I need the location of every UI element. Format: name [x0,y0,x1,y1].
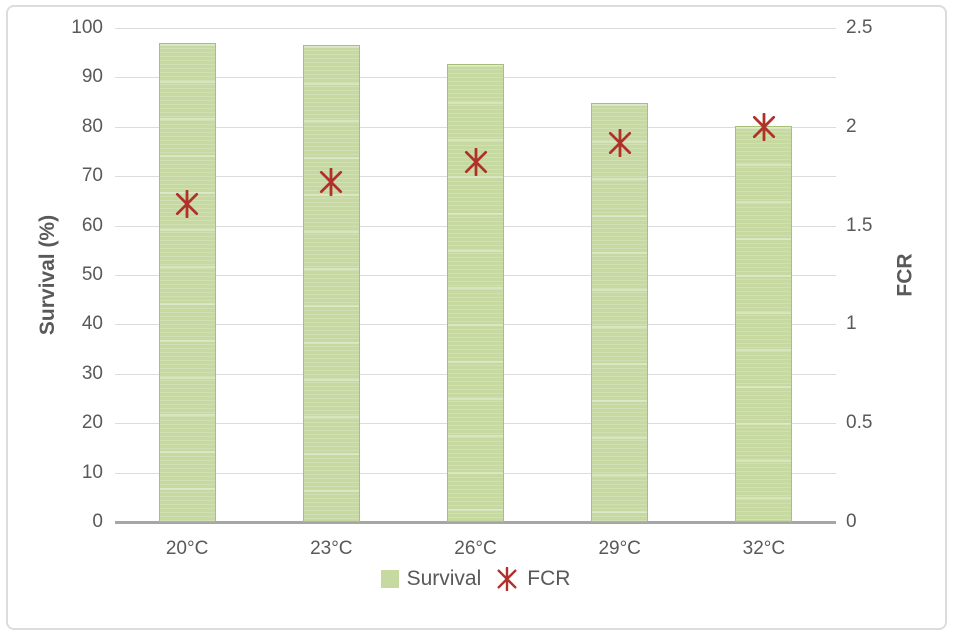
left-axis-tick-label: 40 [81,313,103,335]
survival-bar [735,125,793,522]
left-axis-tick-label: 60 [81,214,103,236]
legend-label-survival: Survival [406,567,482,590]
left-axis-tick-label: 90 [81,66,103,88]
legend-item-fcr: FCR [495,567,570,591]
gridline [115,28,836,29]
left-axis-tick-label: 50 [81,264,103,285]
asterisk-marker-icon [495,567,519,591]
survival-swatch-icon [380,570,399,588]
right-axis-tick-label: 0.5 [846,412,873,434]
fcr-marker [606,128,634,157]
x-axis-tick-label: 26°C [454,538,497,559]
right-axis-tick-label: 1.5 [846,214,873,236]
left-axis-tick-label: 80 [81,115,103,137]
survival-bar [447,64,504,522]
right-axis-title: FCR [884,28,928,522]
right-axis-tick-label: 2.5 [846,17,873,38]
fcr-marker [750,112,778,142]
left-axis-tick-label: 30 [81,362,103,384]
survival-bar [302,44,360,522]
fcr-marker [462,148,490,177]
fcr-marker [173,189,201,219]
right-axis-tick-label: 2 [846,115,857,137]
x-axis-line [115,521,836,524]
x-axis-tick-label: 32°C [742,538,786,559]
right-axis-tick-label: 0 [846,511,857,532]
fcr-marker [317,167,345,197]
left-axis-title: Survival (%) [26,28,70,522]
x-axis-tick-label: 23°C [310,538,353,559]
left-axis-tick-label: 70 [81,165,103,187]
x-axis-tick-label: 20°C [165,538,209,559]
legend: Survival FCR [115,567,836,591]
survival-bar [591,103,649,522]
x-axis-tick-label: 29°C [598,538,641,559]
right-axis-title-label: FCR [893,253,917,297]
legend-label-fcr: FCR [527,567,571,590]
left-axis-title-label: Survival (%) [36,214,59,336]
left-axis-tick-label: 100 [71,17,103,38]
left-axis-tick-label: 10 [81,461,103,483]
left-axis-tick-label: 20 [81,412,103,434]
survival-bar [158,42,216,522]
legend-item-survival: Survival [380,567,482,591]
right-axis-tick-label: 1 [846,313,857,335]
left-axis-tick-label: 0 [92,511,103,532]
